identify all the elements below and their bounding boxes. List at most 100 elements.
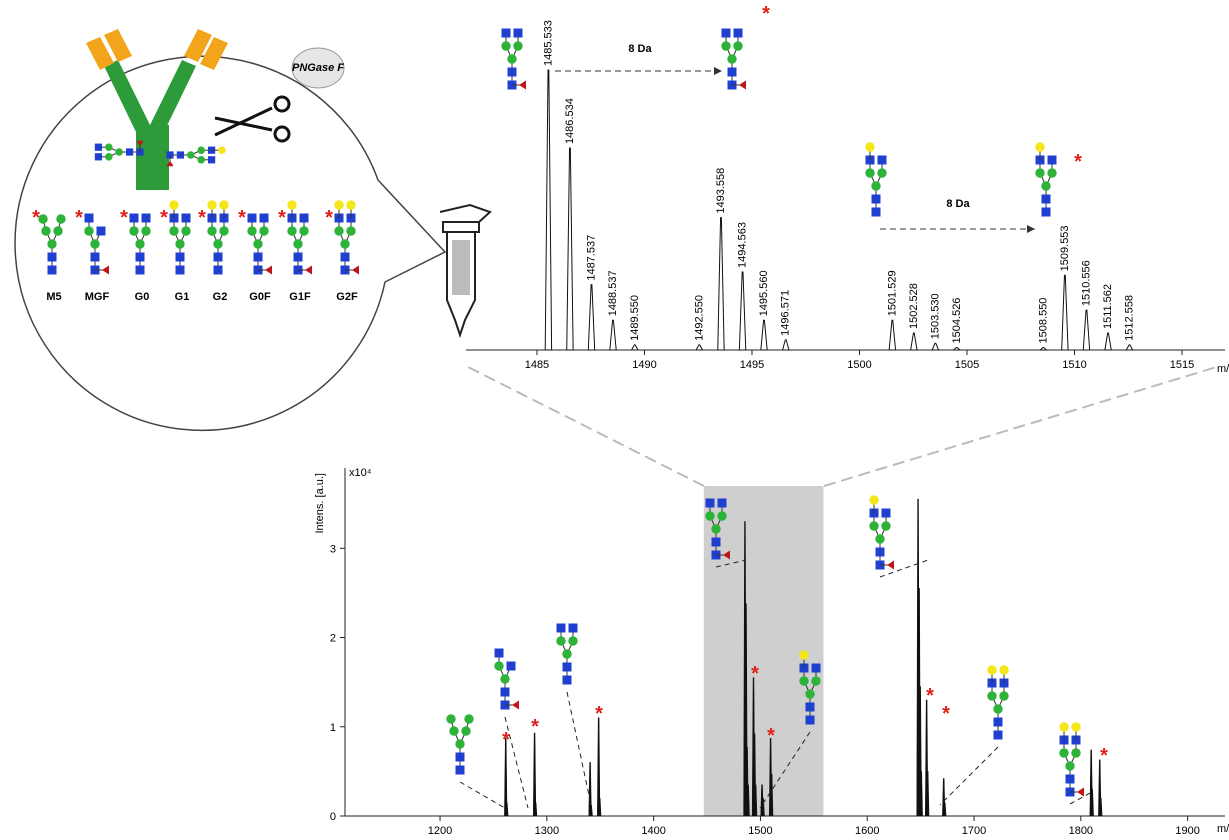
glcnac — [495, 649, 504, 658]
glcnac — [136, 253, 145, 262]
pointer — [940, 747, 998, 805]
mannose — [346, 226, 355, 235]
glcnac — [502, 29, 511, 38]
glycan — [987, 665, 1008, 739]
mannose — [187, 151, 195, 159]
peak — [632, 345, 638, 350]
mannose — [175, 239, 184, 248]
asterisk: * — [1100, 745, 1108, 767]
mannose — [1035, 168, 1044, 177]
glcnac — [501, 688, 510, 697]
glcnac — [182, 214, 191, 223]
asterisk: * — [75, 207, 83, 229]
mannose — [805, 689, 814, 698]
mannose — [41, 226, 50, 235]
asterisk: * — [160, 207, 168, 229]
zoom-line — [824, 366, 1220, 486]
y-tick-label: 0 — [330, 811, 336, 823]
peak-label: 1494.563 — [737, 222, 749, 268]
peak — [567, 148, 573, 350]
galactose — [219, 200, 228, 209]
glycan — [865, 142, 886, 216]
asterisk: * — [32, 207, 40, 229]
glcnac — [1042, 195, 1051, 204]
asterisk: * — [767, 725, 775, 747]
glcnac — [95, 153, 102, 160]
glcnac — [1042, 208, 1051, 217]
mannose — [562, 649, 571, 658]
mannose — [1059, 748, 1068, 757]
x-axis-label: m/z — [1217, 363, 1229, 375]
asterisk: * — [238, 207, 246, 229]
peak-label: 1504.526 — [951, 298, 963, 344]
glcnac — [456, 753, 465, 762]
mannose — [733, 41, 742, 50]
mannose — [556, 636, 565, 645]
glycan — [501, 29, 526, 90]
mannose — [56, 214, 65, 223]
glycan — [1059, 722, 1084, 796]
peak-label: 1493.558 — [715, 168, 727, 214]
glcnac — [254, 253, 263, 262]
mannose — [247, 226, 256, 235]
peak-label: 1489.550 — [629, 295, 641, 341]
glcnac — [208, 156, 215, 163]
mannose — [461, 726, 470, 735]
asterisk: * — [198, 207, 206, 229]
galactose — [334, 200, 343, 209]
x-tick-label: 1495 — [740, 359, 764, 371]
peak — [761, 320, 767, 350]
mannose — [90, 239, 99, 248]
glcnac — [214, 253, 223, 262]
fucose — [519, 81, 526, 90]
mannose — [799, 676, 808, 685]
x-axis-label: m/z — [1217, 823, 1229, 835]
mannose — [811, 676, 820, 685]
mannose — [721, 41, 730, 50]
galactose — [799, 650, 808, 659]
x-tick-label: 1490 — [632, 359, 656, 371]
glcnac — [872, 208, 881, 217]
glcnac — [142, 214, 151, 223]
glcnac — [136, 266, 145, 275]
glcnac — [712, 538, 721, 547]
fucose — [512, 701, 519, 710]
x-tick-label: 1500 — [847, 359, 871, 371]
asterisk: * — [325, 207, 333, 229]
peak-label: 1495.560 — [758, 270, 770, 316]
glcnac — [176, 253, 185, 262]
glcnac — [48, 253, 57, 262]
peak-label: 1485.533 — [542, 20, 554, 66]
asterisk: * — [751, 663, 759, 685]
glcnac — [95, 144, 102, 151]
peak-label: 1508.550 — [1037, 298, 1049, 344]
x-tick-label: 1400 — [641, 825, 665, 837]
zoom-line — [466, 366, 704, 486]
glcnac — [300, 214, 309, 223]
mannose — [197, 146, 205, 154]
glycan-label: G2F — [336, 291, 358, 303]
peak — [1083, 310, 1089, 350]
mannose — [705, 511, 714, 520]
galactose — [865, 142, 874, 151]
mannose — [53, 226, 62, 235]
mannose — [213, 239, 222, 248]
mannose — [299, 226, 308, 235]
mannose — [259, 226, 268, 235]
mannose — [711, 524, 720, 533]
peak — [718, 218, 724, 350]
asterisk: * — [502, 729, 510, 751]
glycan — [869, 495, 894, 569]
glcnac — [91, 253, 100, 262]
peak-label: 1501.529 — [886, 270, 898, 316]
mannose — [993, 704, 1002, 713]
glcnac — [456, 766, 465, 775]
mannose — [568, 636, 577, 645]
glcnac — [507, 662, 516, 671]
galactose — [869, 495, 878, 504]
glcnac — [341, 253, 350, 262]
galactose — [1059, 722, 1068, 731]
mannose — [293, 239, 302, 248]
glcnac — [994, 731, 1003, 740]
peak — [545, 70, 551, 350]
